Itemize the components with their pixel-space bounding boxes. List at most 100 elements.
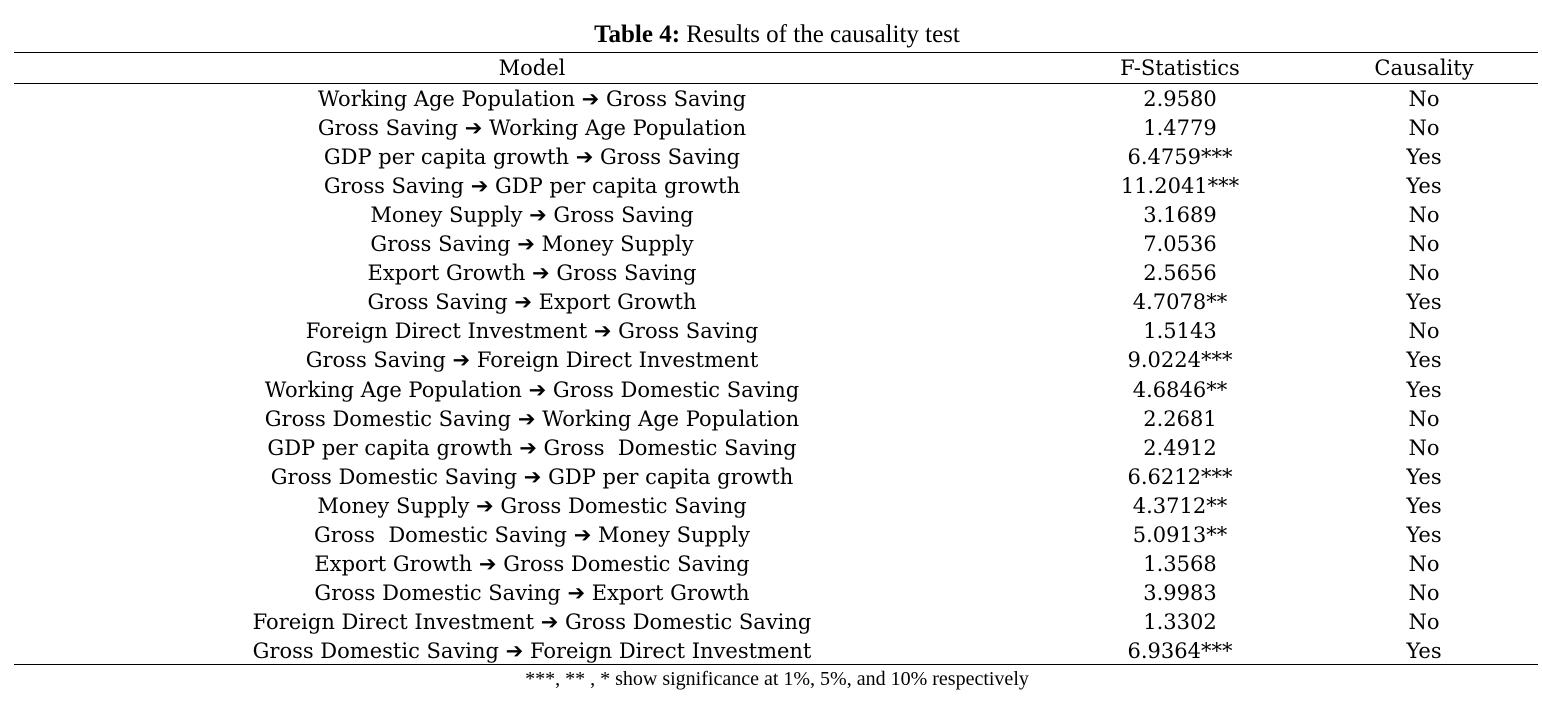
model-from: Working Age Population bbox=[264, 377, 522, 402]
table-row: Foreign Direct Investment ➔ Gross Saving… bbox=[14, 317, 1538, 346]
table-note: ***, ** , * show significance at 1%, 5%,… bbox=[525, 668, 1029, 690]
causality-cell: No bbox=[1408, 261, 1440, 286]
model-cell: Money Supply ➔ Gross Saving bbox=[14, 201, 1050, 230]
model-to: Gross Domestic Saving bbox=[543, 435, 797, 460]
causality-cell: Yes bbox=[1406, 464, 1442, 489]
model-to: Money Supply bbox=[597, 522, 750, 547]
table-row: Gross Domestic Saving ➔ Export Growth 3.9… bbox=[14, 579, 1538, 608]
table-caption: Table 4: Results of the causality test bbox=[0, 20, 1542, 50]
model-cell: Gross Saving ➔ GDP per capita growth bbox=[14, 172, 1050, 201]
arrow-icon: ➔ bbox=[532, 261, 550, 286]
model-to: Working Age Population bbox=[489, 116, 747, 141]
model-cell: GDP per capita growth ➔ Gross Saving bbox=[14, 143, 1050, 172]
model-from: Working Age Population bbox=[317, 87, 575, 111]
model-cell: Gross Domestic Saving ➔ Working Age Popu… bbox=[14, 405, 1050, 434]
f-statistic-cell: 1.4779 bbox=[1143, 116, 1217, 141]
model-to: Gross Domestic Saving bbox=[503, 551, 750, 576]
model-cell: Gross Domestic Saving ➔ Foreign Direct I… bbox=[14, 637, 1050, 666]
model-cell: Working Age Population ➔ Gross Saving bbox=[14, 85, 1050, 114]
causality-cell: No bbox=[1408, 203, 1440, 228]
f-statistic-cell: 4.6846** bbox=[1132, 377, 1228, 402]
arrow-icon: ➔ bbox=[567, 580, 586, 605]
table-row: Foreign Direct Investment ➔ Gross Domest… bbox=[14, 608, 1538, 637]
f-statistic-cell: 9.0224*** bbox=[1127, 348, 1233, 373]
causality-cell: Yes bbox=[1406, 174, 1442, 199]
model-cell: GDP per capita growth ➔ Gross Domestic S… bbox=[14, 434, 1050, 463]
f-statistic-cell: 1.3302 bbox=[1143, 609, 1217, 634]
table-header: Model F-Statistics Causality bbox=[14, 54, 1538, 83]
table-row: GDP per capita growth ➔ Gross Saving 6.47… bbox=[14, 143, 1538, 172]
model-cell: Export Growth ➔ Gross Saving bbox=[14, 259, 1050, 288]
model-to: Gross Domestic Saving bbox=[565, 609, 812, 634]
arrow-icon: ➔ bbox=[464, 116, 483, 141]
f-statistic-cell: 3.9983 bbox=[1143, 580, 1217, 605]
table-row: Gross Saving ➔ Export Growth 4.7078** Yes bbox=[14, 288, 1538, 317]
arrow-icon: ➔ bbox=[452, 348, 471, 373]
table-row: Gross Domestic Saving ➔ GDP per capita g… bbox=[14, 463, 1538, 492]
top-rule bbox=[14, 52, 1538, 53]
arrow-icon: ➔ bbox=[573, 522, 592, 547]
model-to: Foreign Direct Investment bbox=[476, 348, 759, 373]
table-row: Gross Domestic Saving ➔ Working Age Popu… bbox=[14, 405, 1538, 434]
table-row: Working Age Population ➔ Gross Saving 2.9… bbox=[14, 85, 1538, 114]
model-to: Gross Saving bbox=[618, 319, 759, 344]
arrow-icon: ➔ bbox=[514, 290, 532, 315]
model-cell: Gross Saving ➔ Export Growth bbox=[14, 288, 1050, 317]
f-statistic-cell: 4.3712** bbox=[1132, 493, 1228, 518]
model-from: Gross Domestic Saving bbox=[313, 522, 567, 547]
model-from: Money Supply bbox=[317, 493, 470, 518]
causality-cell: Yes bbox=[1406, 348, 1442, 373]
model-from: Foreign Direct Investment bbox=[305, 319, 588, 344]
model-from: Export Growth bbox=[314, 551, 473, 576]
causality-cell: No bbox=[1408, 87, 1440, 111]
model-from: Money Supply bbox=[370, 203, 523, 228]
model-cell: Gross Saving ➔ Foreign Direct Investment bbox=[14, 346, 1050, 375]
f-statistic-cell: 6.6212*** bbox=[1127, 464, 1233, 489]
header-rule bbox=[14, 83, 1538, 84]
arrow-icon: ➔ bbox=[505, 638, 524, 663]
model-to: Gross Saving bbox=[605, 87, 747, 111]
f-statistic-cell: 1.3568 bbox=[1143, 551, 1217, 576]
table-row: Gross Saving ➔ Foreign Direct Investment… bbox=[14, 346, 1538, 375]
model-from: Gross Saving bbox=[305, 348, 446, 373]
table-row: Export Growth ➔ Gross Saving 2.5656 No bbox=[14, 259, 1538, 288]
model-from: Gross Saving bbox=[367, 290, 508, 315]
causality-cell: No bbox=[1408, 406, 1440, 431]
model-from: Gross Domestic Saving bbox=[252, 638, 499, 663]
model-to: Export Growth bbox=[591, 580, 750, 605]
model-to: GDP per capita growth bbox=[494, 174, 741, 199]
model-cell: Working Age Population ➔ Gross Domestic … bbox=[14, 376, 1050, 405]
table-row: Export Growth ➔ Gross Domestic Saving 1.3… bbox=[14, 550, 1538, 579]
arrow-icon: ➔ bbox=[581, 87, 600, 111]
f-statistic-cell: 7.0536 bbox=[1143, 232, 1217, 257]
arrow-icon: ➔ bbox=[523, 464, 542, 489]
arrow-icon: ➔ bbox=[575, 145, 594, 170]
f-statistic-cell: 6.4759*** bbox=[1127, 145, 1233, 170]
model-from: Gross Domestic Saving bbox=[314, 580, 561, 605]
causality-cell: No bbox=[1408, 580, 1440, 605]
arrow-icon: ➔ bbox=[528, 377, 547, 402]
f-statistic-cell: 6.9364*** bbox=[1127, 638, 1233, 663]
model-cell: Foreign Direct Investment ➔ Gross Saving bbox=[14, 317, 1050, 346]
model-to: Foreign Direct Investment bbox=[529, 638, 812, 663]
table-row: Money Supply ➔ Gross Domestic Saving 4.37… bbox=[14, 492, 1538, 521]
model-to: Working Age Population bbox=[542, 406, 800, 431]
causality-cell: Yes bbox=[1406, 290, 1442, 315]
model-to: GDP per capita growth bbox=[548, 464, 794, 489]
causality-cell: No bbox=[1408, 435, 1440, 460]
causality-cell: No bbox=[1408, 319, 1440, 344]
causality-cell: No bbox=[1408, 609, 1440, 634]
causality-cell: Yes bbox=[1406, 638, 1442, 663]
model-cell: Gross Domestic Saving ➔ Money Supply bbox=[14, 521, 1050, 550]
causality-cell: Yes bbox=[1406, 377, 1442, 402]
arrow-icon: ➔ bbox=[517, 232, 535, 257]
caption-text: Results of the causality test bbox=[680, 21, 960, 48]
model-cell: Gross Domestic Saving ➔ Export Growth bbox=[14, 579, 1050, 608]
model-cell: Money Supply ➔ Gross Domestic Saving bbox=[14, 492, 1050, 521]
model-from: Gross Saving bbox=[370, 232, 511, 257]
model-cell: Gross Domestic Saving ➔ GDP per capita g… bbox=[14, 463, 1050, 492]
causality-cell: No bbox=[1408, 116, 1440, 141]
model-from: GDP per capita growth bbox=[267, 435, 513, 460]
f-statistic-cell: 4.7078** bbox=[1132, 290, 1228, 315]
model-from: Export Growth bbox=[367, 261, 526, 286]
